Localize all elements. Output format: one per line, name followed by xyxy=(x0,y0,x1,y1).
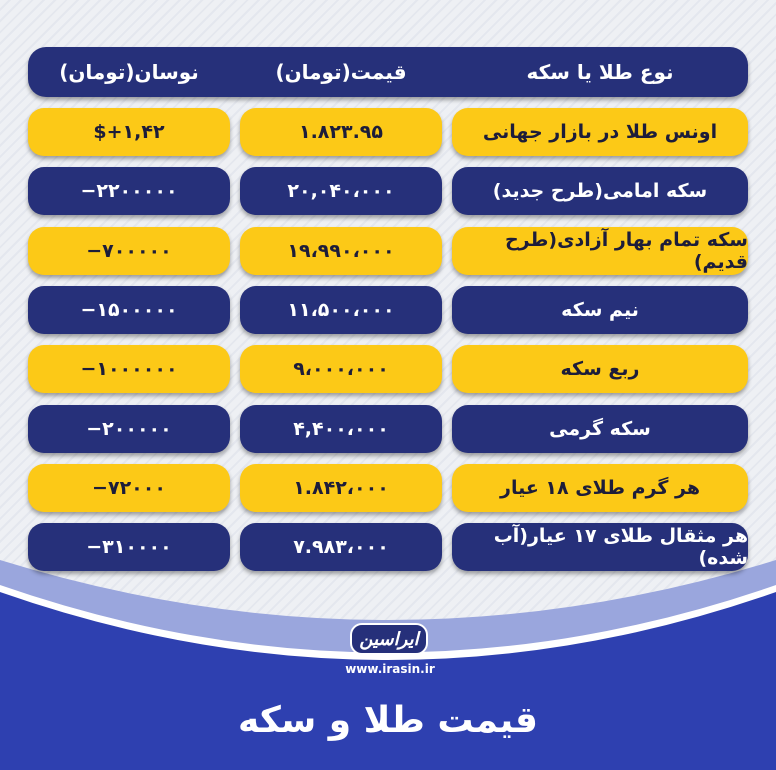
item-price: ۷.۹۸۳،۰۰۰ xyxy=(240,523,442,572)
item-name: هر گرم طلای ۱۸ عیار xyxy=(452,463,748,512)
item-price: ۱.۸۲۳.۹۵ xyxy=(240,108,442,156)
item-change: −۲۰۰۰۰۰ xyxy=(28,404,230,453)
irasin-logo: ایراسین xyxy=(350,623,428,655)
table-row: سکه امامی(طرح جدید) ۲۰,۰۴۰،۰۰۰ −۲۲۰۰۰۰۰ xyxy=(28,167,748,216)
item-price: ۱.۸۴۲،۰۰۰ xyxy=(240,463,442,512)
table-row: سکه تمام بهار آزادی(طرح قدیم) ۱۹،۹۹۰،۰۰۰−… xyxy=(28,226,748,275)
item-change: −۲۲۰۰۰۰۰ xyxy=(28,167,230,216)
header-change: نوسان(تومان) xyxy=(59,60,199,84)
page-title: قیمت طلا و سکه xyxy=(238,700,538,741)
item-name: نیم سکه xyxy=(452,285,748,334)
item-price: ۴,۴۰۰،۰۰۰ xyxy=(240,404,442,453)
item-change: $+۱,۴۲ xyxy=(28,108,230,156)
item-change: −۱۰۰۰۰۰۰ xyxy=(28,345,230,394)
table-row: نیم سکه ۱۱،۵۰۰،۰۰۰ −۱۵۰۰۰۰۰ xyxy=(28,285,748,334)
table-row: سکه گرمی ۴,۴۰۰،۰۰۰ −۲۰۰۰۰۰ xyxy=(28,404,748,453)
item-price: ۹،۰۰۰،۰۰۰ xyxy=(240,345,442,394)
item-name: سکه تمام بهار آزادی(طرح قدیم) xyxy=(452,226,748,275)
item-price: ۱۹،۹۹۰،۰۰۰ xyxy=(240,226,442,275)
table-header: نوع طلا یا سکه قیمت(تومان) نوسان(تومان) xyxy=(28,47,748,97)
table-row: هر گرم طلای ۱۸ عیار ۱.۸۴۲،۰۰۰ −۷۲۰۰۰ xyxy=(28,463,748,512)
item-name: هر مثقال طلای ۱۷ عیار(آب شده) xyxy=(452,523,748,572)
item-name: ربع سکه xyxy=(452,345,748,394)
item-change: −۷۲۰۰۰ xyxy=(28,463,230,512)
item-name: سکه امامی(طرح جدید) xyxy=(452,167,748,216)
item-name: سکه گرمی xyxy=(452,404,748,453)
item-change: −۱۵۰۰۰۰۰ xyxy=(28,285,230,334)
table-row: اونس طلا در بازار جهانی ۱.۸۲۳.۹۵ $+۱,۴۲ xyxy=(28,108,748,156)
item-change: −۷۰۰۰۰۰ xyxy=(28,226,230,275)
item-change: −۳۱۰۰۰۰ xyxy=(28,523,230,572)
item-price: ۱۱،۵۰۰،۰۰۰ xyxy=(240,285,442,334)
table-row: هر مثقال طلای ۱۷ عیار(آب شده) ۷.۹۸۳،۰۰۰ −۳… xyxy=(28,523,748,572)
table-row: ربع سکه ۹،۰۰۰،۰۰۰ −۱۰۰۰۰۰۰ xyxy=(28,345,748,394)
header-price: قیمت(تومان) xyxy=(275,60,407,84)
item-name: اونس طلا در بازار جهانی xyxy=(452,108,748,156)
site-url: www.irasin.ir xyxy=(345,662,435,676)
header-type: نوع طلا یا سکه xyxy=(526,60,674,84)
item-price: ۲۰,۰۴۰،۰۰۰ xyxy=(240,167,442,216)
